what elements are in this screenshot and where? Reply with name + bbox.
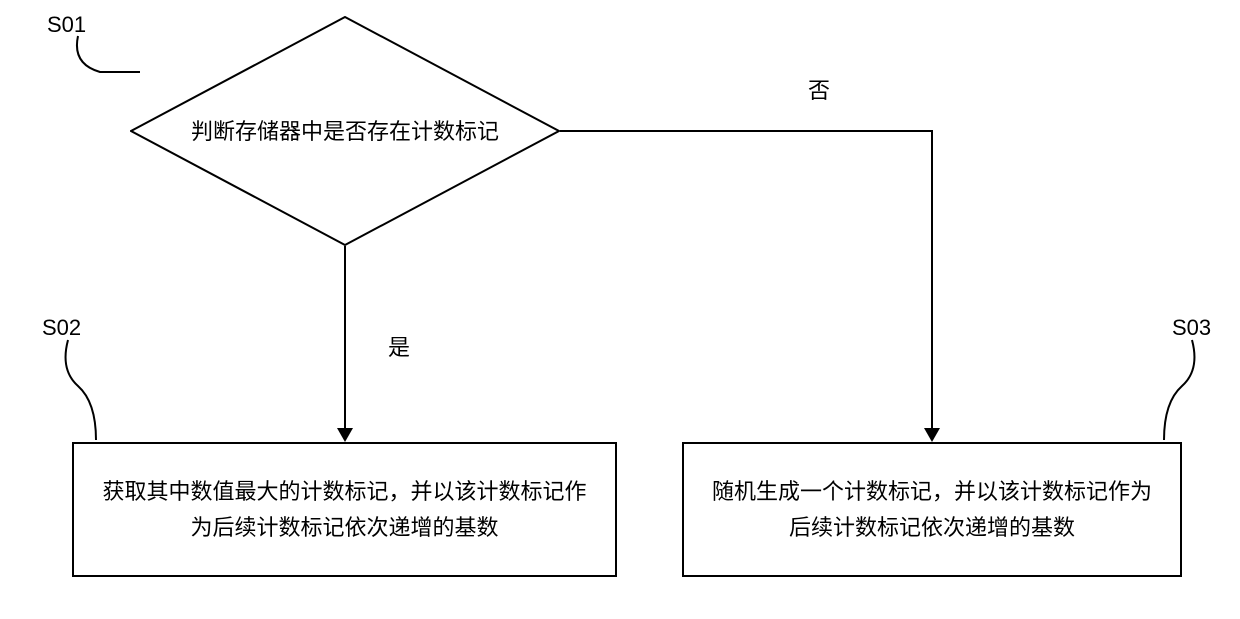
edge-no-label: 否 xyxy=(808,73,830,105)
flowchart-canvas: { "type": "flowchart", "canvas": { "widt… xyxy=(0,0,1240,619)
process-no-box: 随机生成一个计数标记，并以该计数标记作为后续计数标记依次递增的基数 xyxy=(682,442,1182,577)
edge-no-vline xyxy=(931,130,933,428)
edge-no-hline xyxy=(560,130,933,132)
process-yes-text: 获取其中数值最大的计数标记，并以该计数标记作为后续计数标记依次递增的基数 xyxy=(92,474,597,544)
process-yes-box: 获取其中数值最大的计数标记，并以该计数标记作为后续计数标记依次递增的基数 xyxy=(72,442,617,577)
edge-yes-line xyxy=(344,246,346,428)
edge-yes-arrowhead xyxy=(337,428,353,442)
decision-text: 判断存储器中是否存在计数标记 xyxy=(130,16,560,246)
edge-yes-label: 是 xyxy=(388,330,410,362)
decision-node: 判断存储器中是否存在计数标记 xyxy=(130,16,560,246)
process-no-text: 随机生成一个计数标记，并以该计数标记作为后续计数标记依次递增的基数 xyxy=(702,474,1162,544)
edge-no-arrowhead xyxy=(924,428,940,442)
